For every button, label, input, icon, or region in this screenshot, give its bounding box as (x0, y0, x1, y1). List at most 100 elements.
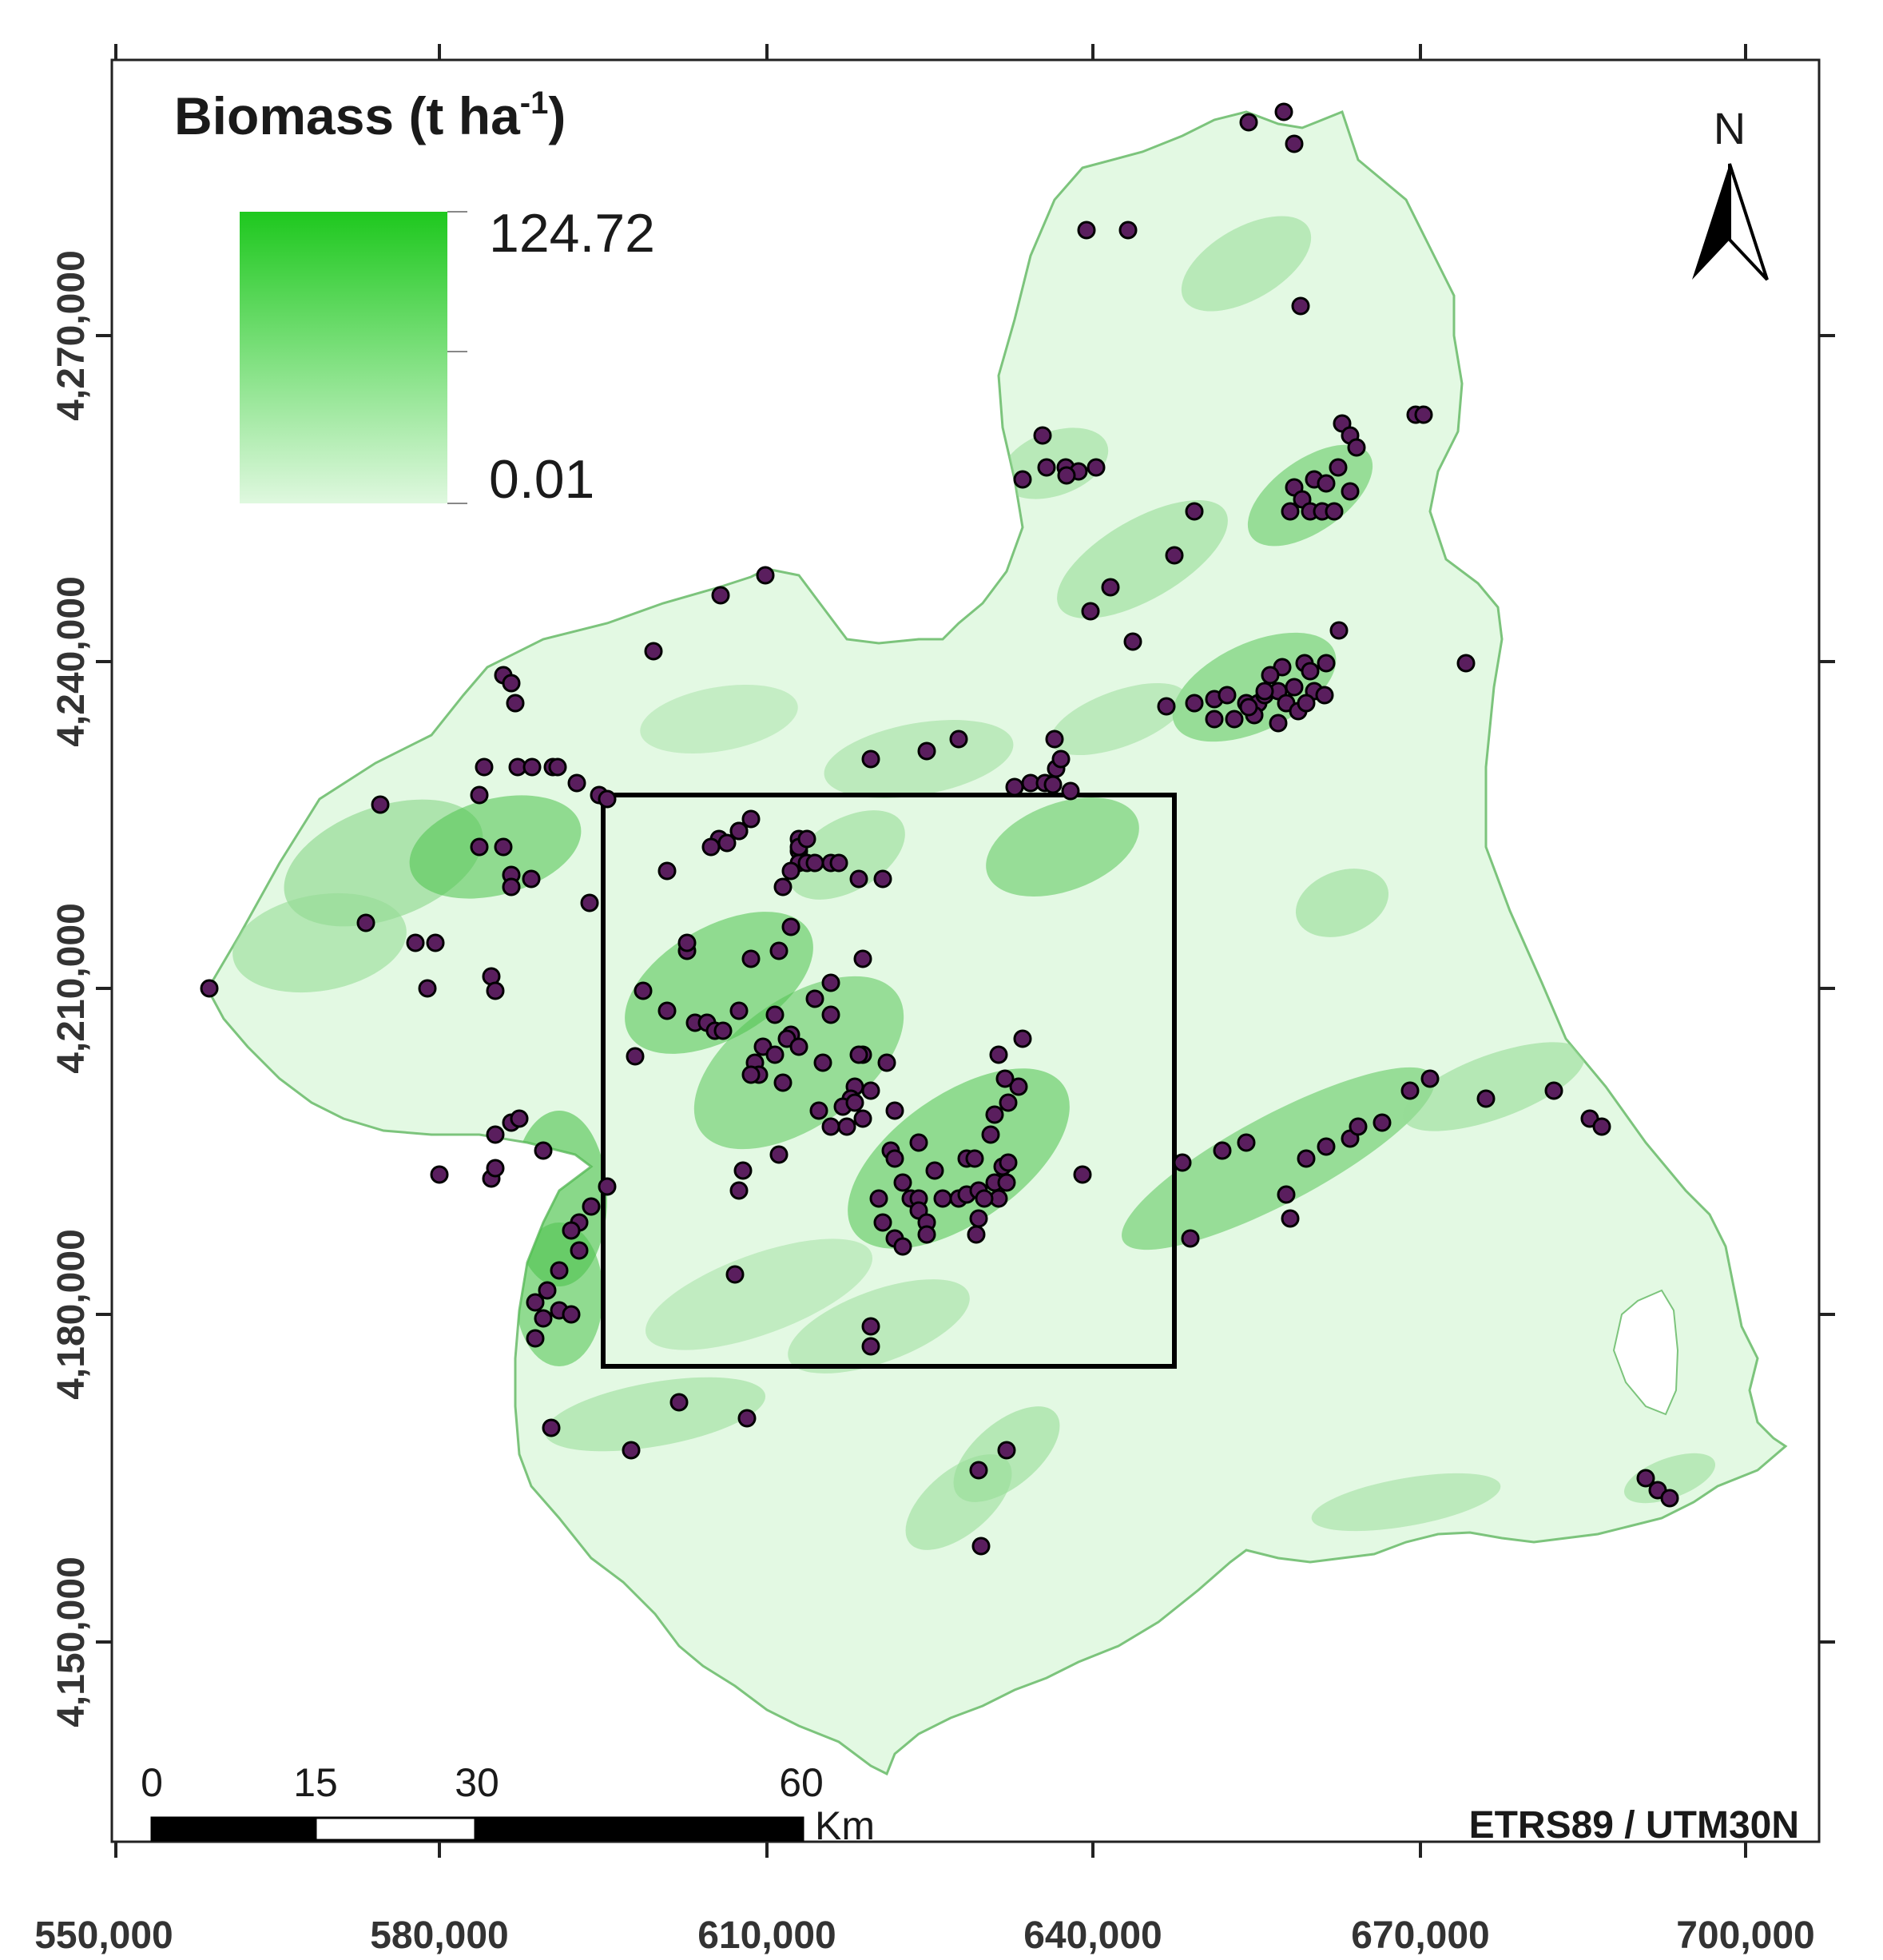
sample-point (1281, 502, 1300, 521)
sample-point (885, 1149, 904, 1168)
sample-point (1013, 1029, 1032, 1048)
sample-point (1009, 1077, 1028, 1096)
sample-point (809, 1101, 828, 1120)
sample-point (741, 1065, 761, 1084)
sample-point (729, 1001, 749, 1020)
sample-point (949, 730, 968, 749)
study-area-box (601, 793, 1177, 1369)
sample-point (969, 1461, 988, 1480)
sample-point (644, 642, 663, 661)
sample-point (789, 1037, 808, 1056)
sample-point (1157, 697, 1176, 716)
vegetation-patch (693, 976, 904, 1150)
sample-point (622, 1441, 641, 1460)
sample-point (534, 1141, 553, 1160)
sample-point (1043, 775, 1063, 794)
sample-point (1218, 686, 1237, 705)
y-tick-label: 4,210,000 (50, 903, 93, 1074)
sample-point (1476, 1089, 1496, 1108)
sample-point (430, 1165, 449, 1184)
north-arrow-icon: N (1692, 103, 1769, 281)
sample-point (821, 1117, 840, 1136)
sample-point (765, 1045, 785, 1064)
sample-point (1185, 694, 1204, 713)
vegetation-patch (986, 797, 1139, 897)
sample-point (853, 1109, 872, 1128)
sample-point (1456, 654, 1476, 673)
lagoon (1612, 1289, 1679, 1416)
legend-title: Biomass (t ha-1) (174, 85, 566, 145)
vegetation-patch (1403, 1042, 1585, 1131)
sample-point (853, 949, 872, 968)
sample-point (1185, 502, 1204, 521)
sample-point (1205, 710, 1224, 729)
sample-point (781, 917, 800, 936)
legend-color-ramp (240, 212, 447, 503)
sample-point (1317, 474, 1336, 493)
axis-ticks (96, 44, 1835, 1858)
vegetation-patch (544, 1377, 766, 1452)
sample-point (1636, 1469, 1655, 1488)
sample-point (582, 1197, 601, 1216)
sample-point (741, 949, 761, 968)
sample-point (677, 933, 697, 952)
sample-point (877, 1053, 896, 1072)
sample-point (995, 1069, 1015, 1088)
sample-point (1037, 458, 1056, 477)
sample-point (470, 785, 489, 805)
sample-point (570, 1241, 589, 1260)
vegetation-patch (1122, 1067, 1435, 1250)
sample-point (371, 795, 390, 814)
sample-point (1301, 662, 1320, 681)
sample-point (534, 1309, 553, 1328)
sample-point (1051, 749, 1071, 769)
sample-point (526, 1329, 545, 1348)
vegetation-patch (646, 1238, 872, 1350)
sample-point (1592, 1117, 1611, 1136)
sample-point (522, 869, 541, 889)
sample-point (733, 1161, 753, 1180)
sample-point (917, 741, 936, 761)
scale-bar: 0 15 30 60 Km (141, 1760, 875, 1848)
sample-point (781, 861, 800, 881)
sample-point (475, 757, 494, 777)
sample-point (821, 1005, 840, 1024)
sample-point (805, 853, 824, 873)
sample-point (1349, 1117, 1368, 1136)
sample-point (873, 869, 892, 889)
sample-point (562, 1221, 581, 1240)
sample-point (1297, 1149, 1316, 1168)
sample-point (1544, 1081, 1563, 1100)
north-label: N (1714, 103, 1746, 153)
sample-point (598, 789, 617, 809)
sample-point (861, 1317, 880, 1336)
sample-point (737, 1409, 757, 1428)
sample-point (917, 1225, 936, 1244)
scale-label: 30 (455, 1760, 499, 1805)
sample-point (1239, 113, 1258, 132)
vegetation-biomass-layer (232, 216, 1716, 1550)
sample-point (1081, 602, 1100, 621)
sample-point (1329, 458, 1348, 477)
sample-point (1005, 777, 1024, 797)
sample-point (965, 1149, 984, 1168)
sample-point (797, 829, 816, 849)
sample-point (526, 1293, 545, 1312)
legend-min-label: 0.01 (489, 449, 594, 510)
sample-point (701, 837, 721, 857)
vegetation-patch (1295, 869, 1389, 937)
sample-point (1061, 781, 1080, 801)
sample-point (486, 981, 505, 1000)
sample-point (598, 1177, 617, 1196)
sample-point (522, 757, 542, 777)
sample-point (925, 1161, 944, 1180)
scale-label: 60 (779, 1760, 824, 1805)
sample-point (562, 1305, 581, 1324)
scale-unit: Km (815, 1803, 875, 1848)
sample-point (765, 1005, 785, 1024)
sample-point (773, 1073, 793, 1092)
sample-point (1317, 654, 1336, 673)
sample-point (1255, 682, 1274, 701)
sample-point (933, 1189, 952, 1208)
